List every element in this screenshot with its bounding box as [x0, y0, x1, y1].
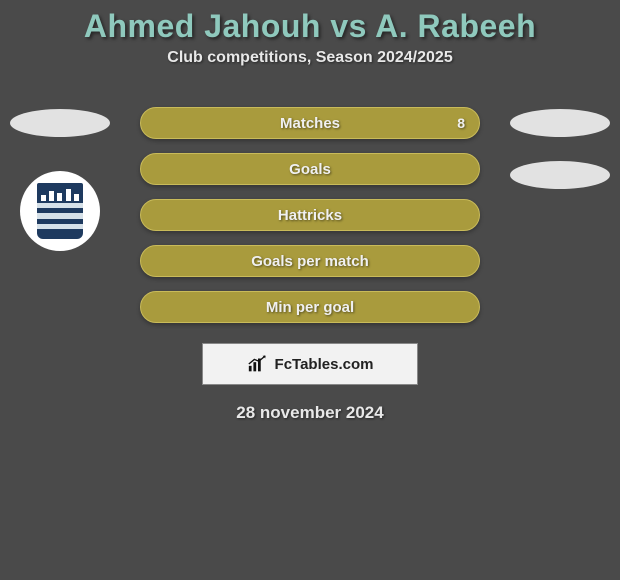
stat-bar: Min per goal — [140, 291, 480, 323]
comparison-row: Matches 8 Goals Hattricks Goals per match Min… — [0, 107, 620, 323]
stat-label: Hattricks — [278, 207, 342, 224]
club-crest-left — [20, 171, 100, 251]
stat-bar: Goals — [140, 153, 480, 185]
stat-label: Min per goal — [266, 299, 354, 316]
stat-label: Matches — [280, 115, 340, 132]
player-ellipse-right-1 — [510, 109, 610, 137]
stat-bar: Hattricks — [140, 199, 480, 231]
player-ellipse-left — [10, 109, 110, 137]
chart-icon — [247, 354, 269, 374]
crest-badge — [37, 183, 83, 239]
left-player-col — [0, 107, 120, 251]
page-title: Ahmed Jahouh vs A. Rabeeh — [84, 8, 536, 45]
stat-right-value: 8 — [457, 115, 465, 131]
stat-bar: Goals per match — [140, 245, 480, 277]
watermark-text: FcTables.com — [275, 356, 374, 373]
stat-label: Goals per match — [251, 253, 369, 270]
page-subtitle: Club competitions, Season 2024/2025 — [167, 49, 452, 67]
right-player-col — [500, 107, 620, 213]
date-line: 28 november 2024 — [236, 403, 383, 423]
watermark[interactable]: FcTables.com — [202, 343, 418, 385]
stats-bars: Matches 8 Goals Hattricks Goals per match Min… — [120, 107, 500, 323]
stat-label: Goals — [289, 161, 331, 178]
stat-bar: Matches 8 — [140, 107, 480, 139]
player-ellipse-right-2 — [510, 161, 610, 189]
